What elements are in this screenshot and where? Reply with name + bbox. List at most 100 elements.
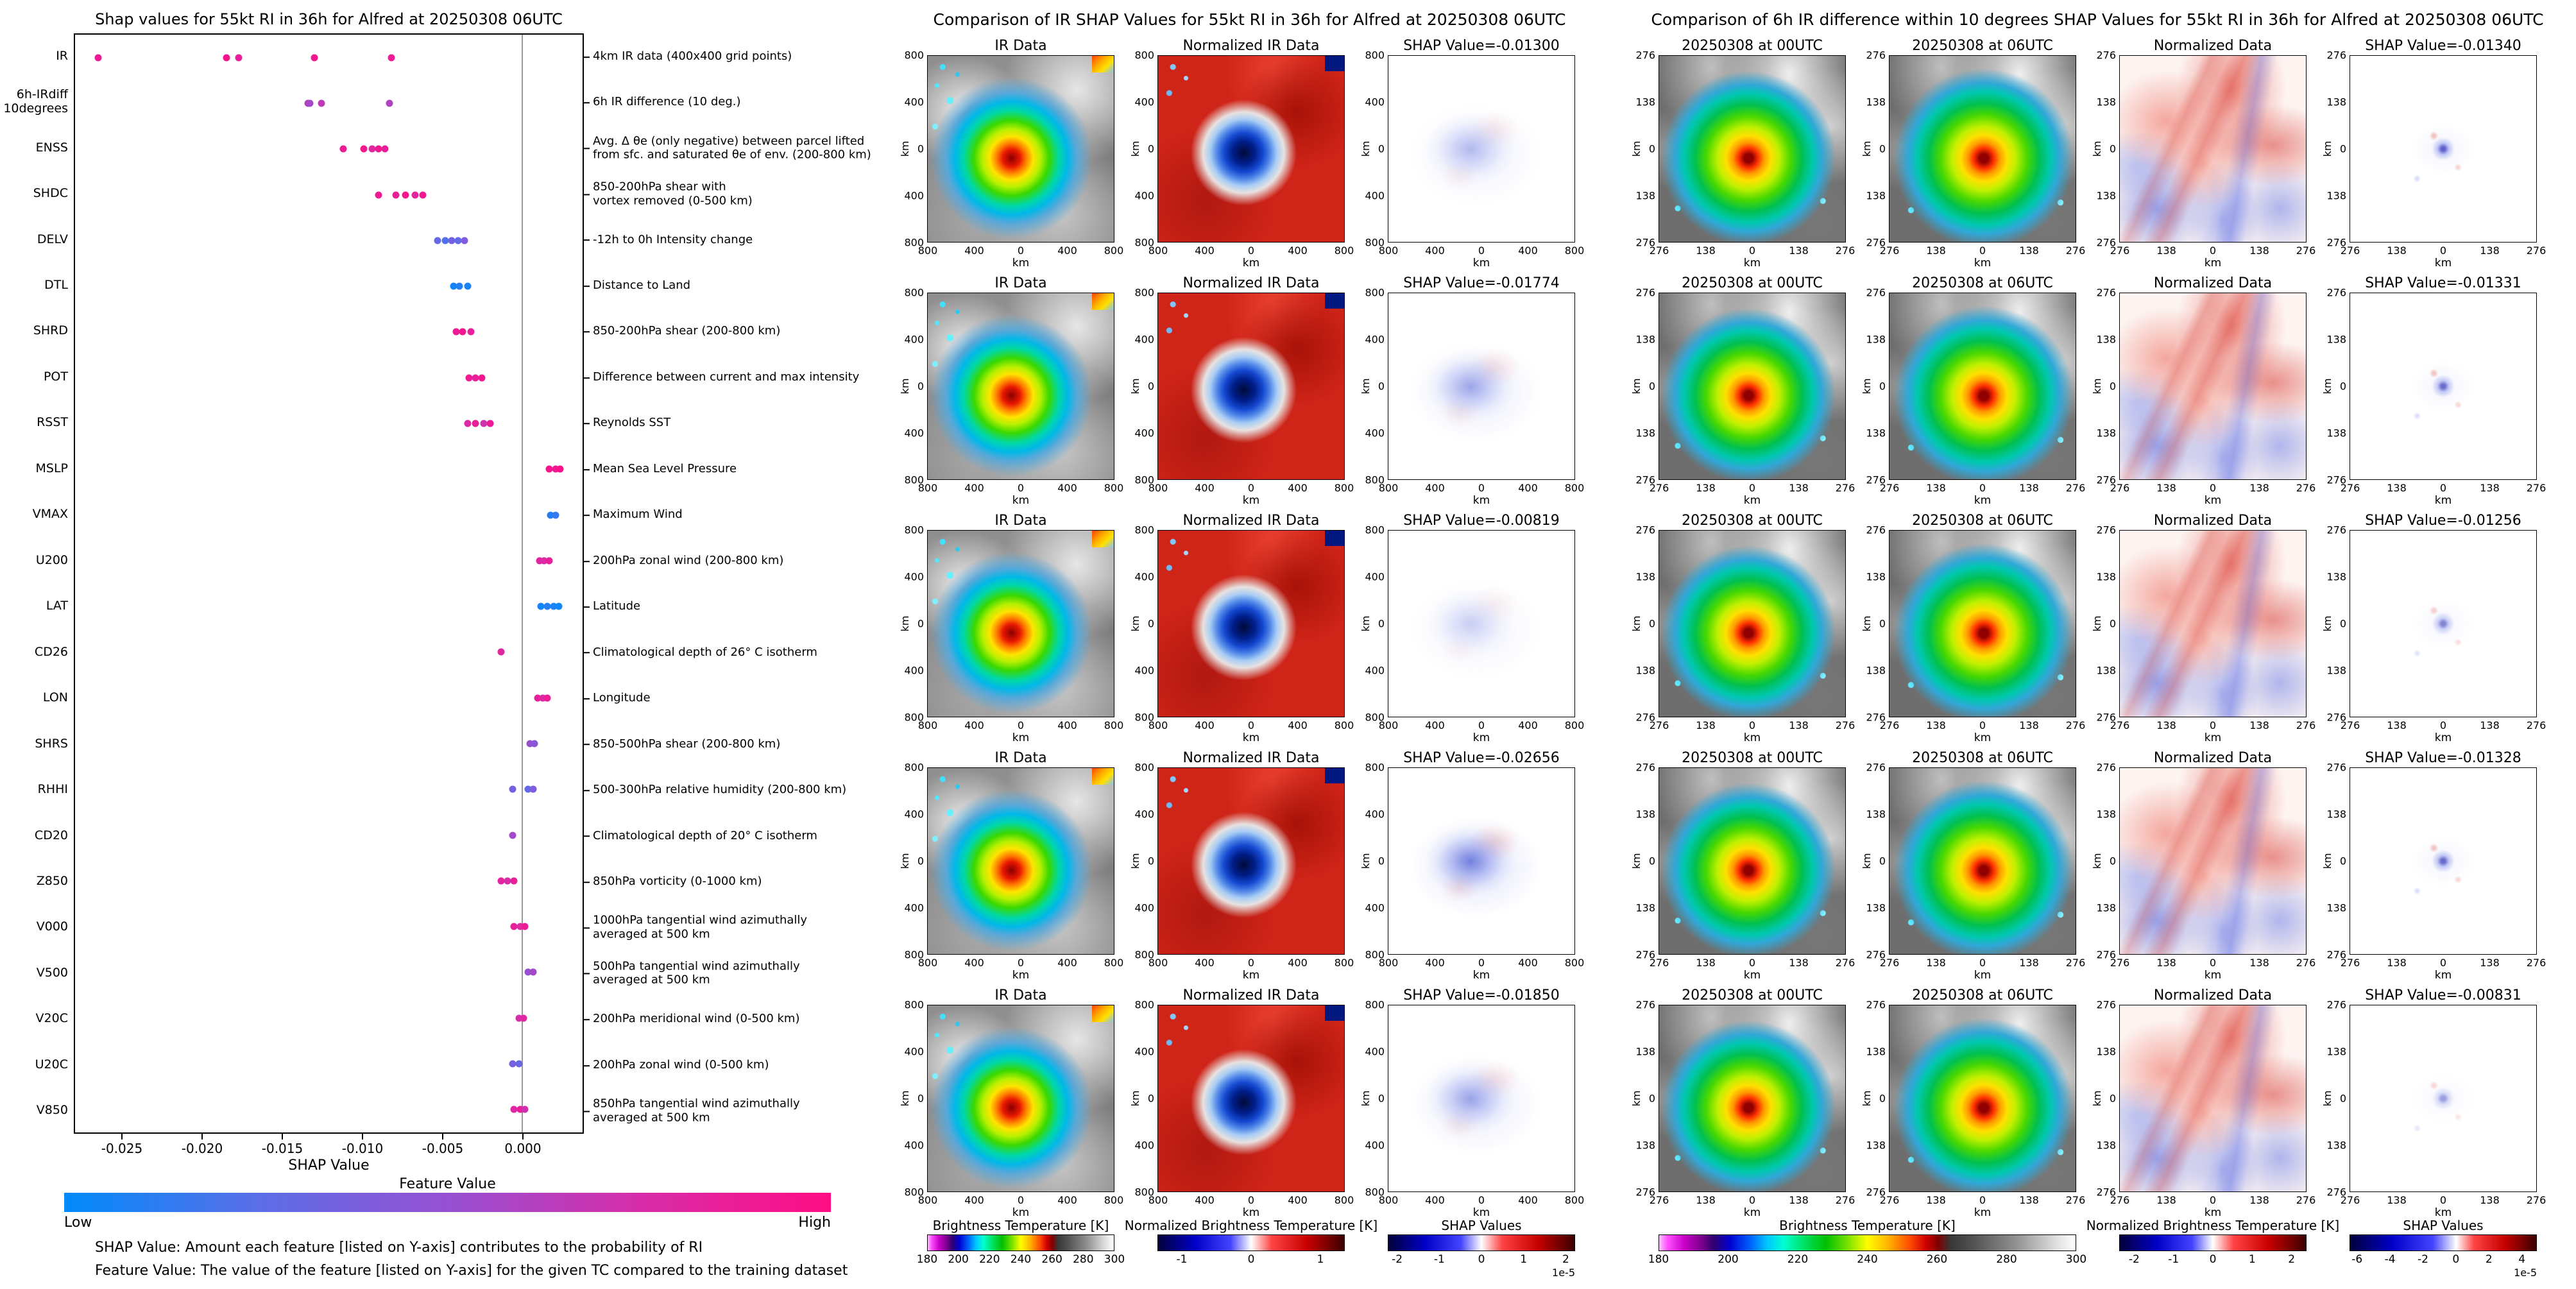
feature-label: ENSS — [35, 140, 68, 155]
shap-point — [543, 602, 551, 610]
colorbar-tick-label: 180 — [916, 1253, 938, 1266]
normalized-diff-image — [2119, 767, 2307, 955]
x-tick-label: 276 — [1835, 244, 1855, 257]
subplot-title: IR Data — [994, 750, 1047, 766]
colorbar-label: SHAP Values — [2403, 1218, 2484, 1233]
x-axis-unit-label: km — [2434, 257, 2452, 269]
subplot-cell: IR Data km 800 400 0 400 800 800 400 0 400 800 km — [898, 512, 1124, 744]
shap-point — [464, 420, 472, 427]
y-tick-label: 138 — [2326, 333, 2346, 346]
x-tick-label: 276 — [2110, 482, 2130, 494]
shap-point — [459, 328, 466, 336]
subplot-title: Normalized IR Data — [1182, 750, 1320, 766]
colorbar-label: Brightness Temperature [K] — [1779, 1218, 1956, 1233]
y-axis-ticks: 800 400 0 400 800 — [904, 999, 925, 1199]
y-tick-label: 276 — [1866, 286, 1886, 299]
feature-value-colorbar-title: Feature Value — [399, 1176, 496, 1192]
y-tick-label: 0 — [2109, 1092, 2116, 1105]
y-tick-label: 138 — [1635, 96, 1655, 108]
subplot-title: 20250308 at 06UTC — [1912, 275, 2053, 291]
ir-shap-panel: Comparison of IR SHAP Values for 55kt RI… — [889, 0, 1610, 1289]
shap-point — [368, 145, 376, 153]
y-tick-label: 400 — [1365, 333, 1385, 346]
x-axis-unit-label: km — [2434, 494, 2452, 507]
shap-point — [461, 237, 468, 244]
subplot-cell: Normalized Data km 276 138 0 138 276 276 138 0 138… — [2090, 987, 2316, 1219]
shap-point — [497, 877, 505, 885]
shap-point — [550, 602, 558, 610]
y-axis-ticks: 800 400 0 400 800 — [904, 762, 925, 961]
ir-00utc-image — [1659, 293, 1846, 480]
y-tick-label: 276 — [2096, 948, 2116, 961]
subplot-title: SHAP Value=-0.01331 — [2365, 275, 2521, 291]
y-axis-ticks: 800 400 0 400 800 — [904, 524, 925, 724]
colorbar-tick-label: 280 — [1996, 1253, 2017, 1266]
feature-label: RSST — [37, 415, 68, 430]
x-axis-ticks: 800 400 0 400 800 — [1379, 717, 1585, 731]
shap-point — [547, 511, 554, 519]
beeswarm-panel: Shap values for 55kt RI in 36h for Alfre… — [0, 0, 885, 1289]
x-axis-ticks: 800 400 0 400 800 — [1148, 1192, 1354, 1206]
feature-description: Climatological depth of 26° C isotherm — [584, 645, 817, 659]
shap-point — [531, 740, 538, 747]
feature-label: VMAX — [32, 507, 68, 522]
shap-point — [419, 191, 427, 199]
x-tick-label: 276 — [1835, 957, 1855, 969]
y-tick-label: 276 — [1866, 474, 1886, 486]
y-tick-label: 138 — [2326, 427, 2346, 440]
x-tick-label: 138 — [2156, 1194, 2176, 1206]
x-axis-unit-label: km — [1974, 257, 1992, 269]
y-tick-label: 276 — [2326, 236, 2346, 249]
x-tick-label: 400 — [1425, 719, 1445, 731]
y-tick-label: 138 — [2096, 333, 2116, 346]
x-tick-label: 276 — [2340, 957, 2360, 969]
shap-point — [450, 282, 457, 290]
shap-point — [311, 54, 318, 62]
shap-point — [464, 282, 472, 290]
y-tick-label: 276 — [2096, 49, 2116, 62]
y-tick-label: 0 — [1147, 142, 1154, 155]
colorbar-tick-label: 240 — [1857, 1253, 1878, 1266]
x-tick-label: 400 — [1195, 244, 1215, 257]
shap-point — [516, 923, 524, 930]
subplot-title: SHAP Value=-0.01850 — [1403, 987, 1560, 1003]
feature-label: SHRS — [35, 736, 68, 751]
ir-image — [927, 767, 1114, 955]
y-tick-label: 138 — [1866, 1139, 1886, 1152]
x-tick-label: 276 — [2110, 1194, 2130, 1206]
x-tick-label: 400 — [1195, 957, 1215, 969]
beeswarm-title: Shap values for 55kt RI in 36h for Alfre… — [95, 10, 563, 28]
colorbar-label: Brightness Temperature [K] — [932, 1218, 1109, 1233]
y-tick-label: 800 — [904, 1186, 924, 1199]
y-axis-ticks: 276 138 0 138 276 — [1635, 762, 1657, 961]
shap-point — [504, 877, 511, 885]
subplot-cell: Normalized Data km 276 138 0 138 276 276 138 0 138… — [2090, 749, 2316, 982]
subplot-cell: SHAP Value=-0.01774 km 800 400 0 400 800 800 400… — [1359, 275, 1585, 507]
x-axis-ticks: 800 400 0 400 800 — [918, 955, 1124, 969]
colorbar-ticks: -2 -1 0 1 2 — [2119, 1251, 2307, 1267]
feature-description: 500hPa tangential wind azimuthally avera… — [584, 959, 800, 987]
x-tick-label: 138 — [1696, 719, 1716, 731]
subplot-title: SHAP Value=-0.01774 — [1403, 275, 1560, 291]
y-tick-label: 0 — [1378, 142, 1385, 155]
y-axis-ticks: 276 138 0 138 276 — [2326, 524, 2348, 724]
x-tick-label: 138 — [2019, 244, 2039, 257]
x-axis-unit-label: km — [1472, 257, 1490, 269]
feature-label: POT — [43, 370, 68, 384]
colorbar-tick-label: 200 — [948, 1253, 969, 1266]
y-tick-label: 800 — [904, 49, 924, 62]
shap-point — [521, 923, 529, 930]
colorbar: SHAP Values -6 -4 -2 0 2 4 1e-5 — [2350, 1218, 2537, 1279]
subplot-title: IR Data — [994, 38, 1047, 54]
subplot-title: 20250308 at 00UTC — [1682, 750, 1823, 766]
y-tick-label: 400 — [1365, 96, 1385, 108]
y-axis-ticks: 276 138 0 138 276 — [1866, 762, 1887, 961]
x-tick-label: 276 — [2526, 244, 2546, 257]
x-tick-label: 138 — [2019, 957, 2039, 969]
x-tick-label: 0 — [1478, 482, 1485, 494]
y-tick-label: 138 — [1866, 189, 1886, 202]
colorbar-tick-label: 1 — [2248, 1253, 2256, 1266]
y-axis-ticks: 276 138 0 138 276 — [1635, 287, 1657, 486]
x-tick-label: 0 — [2209, 1194, 2217, 1206]
colorbar-tick-label: 1 — [1520, 1253, 1528, 1266]
